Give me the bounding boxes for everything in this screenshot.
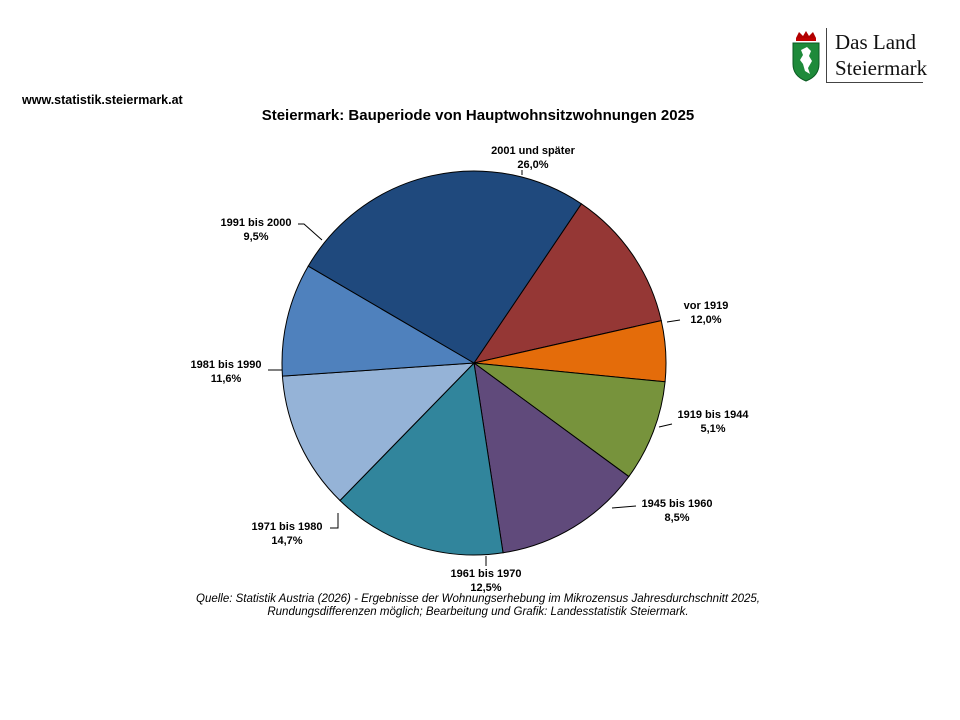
leader-line-7 (298, 223, 323, 241)
pie-slice-1 (472, 203, 662, 364)
leader-line-1 (666, 319, 681, 323)
logo-line-1: Das Land (835, 30, 917, 54)
slice-value-3: 8,5% (664, 512, 689, 524)
slice-value-2: 5,1% (700, 423, 725, 435)
pie-slice-5 (339, 361, 504, 556)
slice-value-1: 12,0% (690, 314, 721, 326)
website-url: www.statistik.steiermark.at (22, 93, 183, 107)
pie-slice-4 (473, 361, 630, 554)
slice-label-7: 1991 bis 2000 (221, 217, 292, 229)
slice-label-4: 1961 bis 1970 (451, 568, 522, 580)
pie-slice-8 (307, 170, 583, 364)
coat-of-arms-icon (792, 31, 820, 82)
logo-line-2: Steiermark (835, 56, 928, 80)
logo-wordmark: Das Land Steiermark (826, 28, 927, 83)
slice-label-8: 2001 und später (491, 145, 575, 157)
slice-label-1: vor 1919 (684, 300, 729, 312)
pie-slice-3 (472, 362, 666, 478)
source-line-2: Rundungsdifferenzen möglich; Bearbeitung… (267, 606, 689, 618)
slice-value-7: 9,5% (243, 231, 268, 243)
pie-slice-7 (281, 265, 476, 377)
leader-line-5 (330, 513, 339, 529)
slice-label-2: 1919 bis 1944 (678, 409, 750, 421)
slice-label-5: 1971 bis 1980 (252, 521, 323, 533)
slice-value-5: 14,7% (271, 535, 302, 547)
leader-line-2 (658, 423, 673, 428)
slice-value-6: 11,6% (211, 373, 242, 385)
leader-line-3 (611, 505, 637, 509)
logo: Das Land Steiermark (790, 28, 927, 84)
pie-slice-6 (281, 362, 476, 502)
slice-value-8: 26,0% (517, 159, 548, 171)
source-line-1: Quelle: Statistik Austria (2026) - Ergeb… (196, 593, 760, 605)
slice-label-6: 1981 bis 1990 (191, 359, 262, 371)
slice-label-3: 1945 bis 1960 (642, 498, 713, 510)
chart-title: Steiermark: Bauperiode von Hauptwohnsitz… (261, 107, 695, 124)
slice-value-4: 12,5% (470, 582, 501, 594)
source-note: Quelle: Statistik Austria (2026) - Ergeb… (0, 593, 956, 619)
